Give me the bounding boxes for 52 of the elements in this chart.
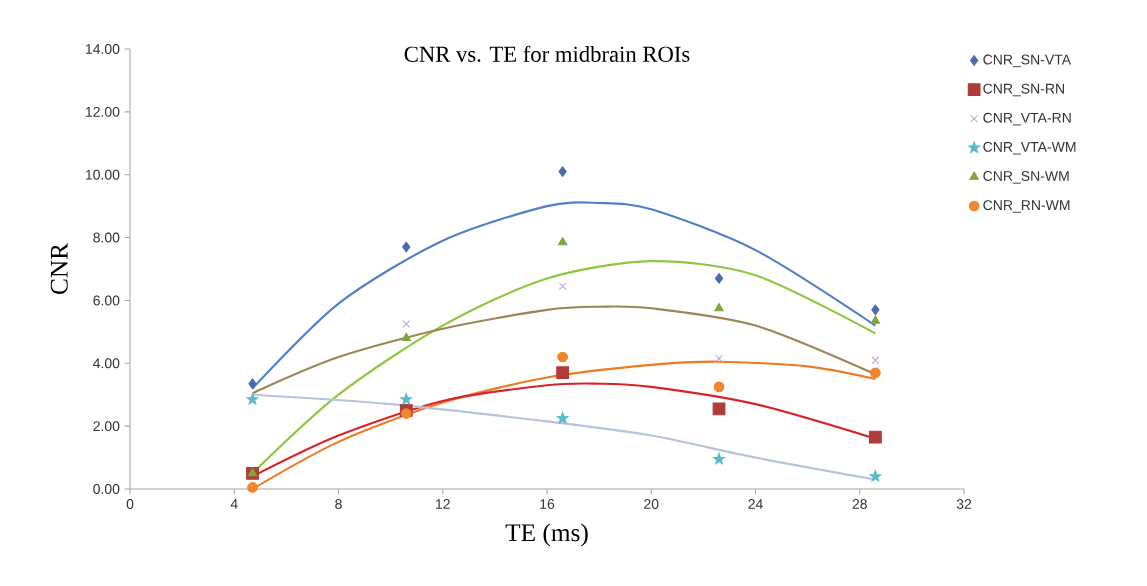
- point: [556, 411, 569, 424]
- y-axis-title: CNR: [50, 243, 68, 294]
- x-tick-label: 12: [436, 499, 450, 509]
- point: [714, 302, 724, 312]
- point: [400, 408, 412, 419]
- point: [713, 381, 725, 393]
- legend-label: CNR_SN-WM: [983, 171, 1069, 184]
- point: [869, 470, 882, 482]
- chart-title: CNR vs. TE for midbrain ROIs: [404, 45, 690, 62]
- x-tick-label: 0: [126, 499, 134, 509]
- x-tick-label: 16: [540, 499, 555, 509]
- legend-label: CNR_SN-RN: [983, 83, 1064, 97]
- y-tick-label: 10.00: [85, 169, 120, 180]
- y-tick-label: 6.00: [93, 295, 120, 306]
- y-tick-label: 4.00: [93, 358, 120, 369]
- point: [402, 320, 411, 328]
- point: [248, 378, 257, 390]
- point: [868, 430, 882, 444]
- point: [247, 482, 258, 493]
- legend-label: CNR_VTA-RN: [983, 112, 1071, 126]
- point: [712, 402, 726, 416]
- y-tick-label: 8.00: [93, 232, 120, 243]
- point: [557, 351, 568, 363]
- point: [246, 393, 259, 405]
- point: [714, 273, 724, 284]
- y-tick-label: 14.00: [85, 44, 120, 54]
- x-axis-title: TE (ms): [505, 523, 588, 547]
- point: [870, 315, 881, 324]
- point: [870, 367, 881, 379]
- y-tick-label: 0.00: [93, 484, 120, 494]
- point: [400, 393, 413, 405]
- point: [715, 354, 723, 363]
- legend-label: CNR_RN-WM: [983, 200, 1070, 213]
- point: [556, 366, 570, 380]
- x-tick-label: 8: [335, 499, 342, 509]
- x-tick-label: 24: [748, 499, 763, 509]
- point: [557, 236, 568, 246]
- point: [713, 452, 726, 465]
- y-tick-label: 2.00: [93, 421, 120, 432]
- point: [401, 332, 411, 342]
- x-tick-label: 20: [644, 499, 659, 509]
- point: [558, 282, 567, 291]
- point: [402, 241, 411, 253]
- x-tick-label: 4: [230, 499, 238, 509]
- x-tick-label: 32: [956, 499, 972, 509]
- y-tick-label: 12.00: [85, 106, 120, 117]
- point: [871, 304, 880, 316]
- point: [871, 356, 880, 365]
- legend-label: CNR_SN-VTA: [983, 54, 1072, 68]
- legend-label: CNR_VTA-WM: [983, 141, 1076, 155]
- point: [558, 166, 567, 177]
- x-tick-label: 28: [852, 499, 867, 509]
